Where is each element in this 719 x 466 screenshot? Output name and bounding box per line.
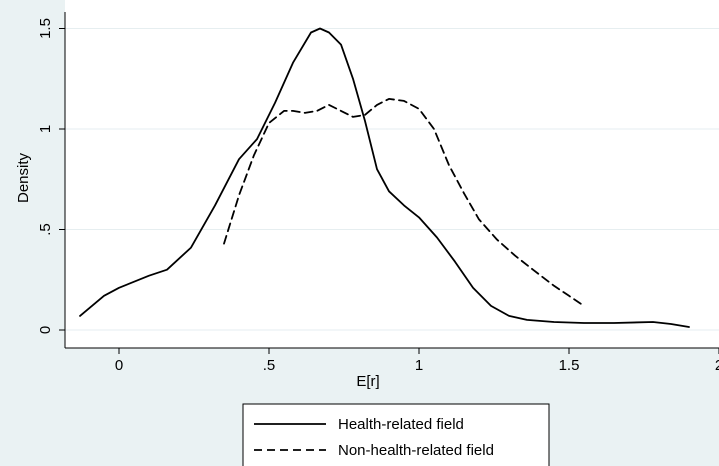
- x-tick-label: 1.5: [559, 357, 580, 374]
- y-tick-label: 0: [37, 326, 54, 334]
- y-tick-label: .5: [37, 223, 54, 236]
- legend: Health-related field Non-health-related …: [242, 403, 550, 466]
- gridlines: [65, 28, 719, 331]
- y-axis-label: Density: [15, 152, 32, 203]
- series-line-nonhealth: [223, 98, 585, 307]
- y-tick-label: 1.5: [37, 18, 54, 39]
- x-tick-label: 0: [115, 357, 123, 374]
- x-axis-ticks: 0 .5 1 1.5 2: [115, 348, 719, 374]
- legend-box: [242, 403, 550, 466]
- x-tick-label: 1: [415, 357, 423, 374]
- x-axis-label: E[r]: [356, 373, 379, 390]
- x-tick-label: .5: [263, 357, 276, 374]
- legend-label-health: Health-related field: [338, 416, 464, 433]
- series-layer: [79, 27, 690, 328]
- x-tick-label: 2: [715, 357, 719, 374]
- y-axis-ticks: 0 .5 1 1.5: [37, 18, 65, 334]
- legend-label-nonhealth: Non-health-related field: [338, 442, 494, 459]
- y-tick-label: 1: [37, 125, 54, 133]
- plot-area: [65, 0, 719, 348]
- series-line-health: [79, 27, 690, 328]
